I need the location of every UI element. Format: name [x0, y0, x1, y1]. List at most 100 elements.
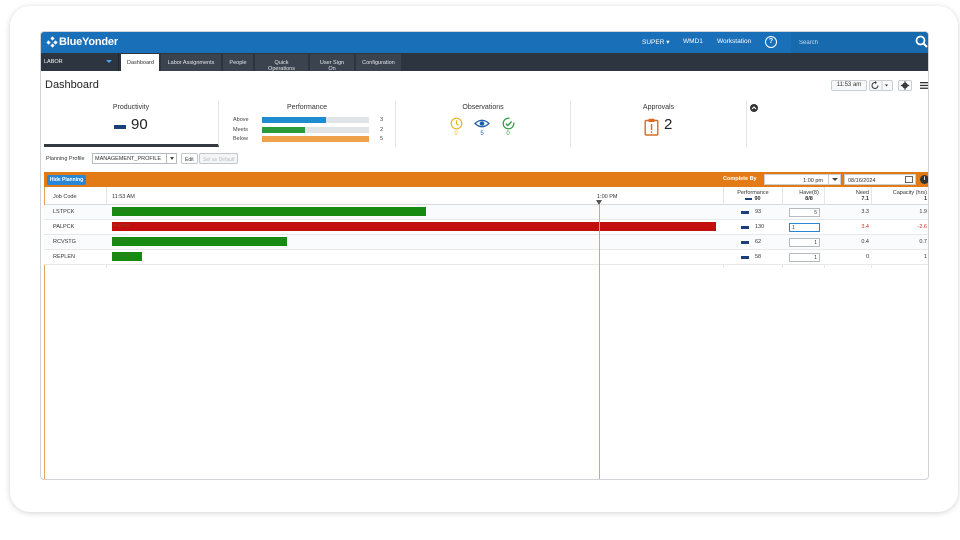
workload-bar-label: PALPCK — [113, 223, 131, 228]
help-icon[interactable]: ? — [765, 36, 777, 48]
kpi-row: Productivity 90 Performance Above 3 Meets 2… — [44, 101, 928, 147]
top-bar: BlueYonder SUPER ▾ WMD1 Workstation ? — [41, 32, 928, 53]
hide-planning-button[interactable]: Hide Planning — [47, 174, 86, 185]
performance-title: Performance — [286, 104, 328, 111]
module-select[interactable]: LABOR — [41, 53, 119, 71]
search-input[interactable] — [799, 37, 899, 48]
performance-row-below[interactable]: Below 5 — [233, 136, 393, 143]
have-input[interactable]: 1 — [789, 223, 820, 232]
performance-trend-icon — [741, 226, 749, 229]
menu-button[interactable] — [917, 80, 928, 91]
have-input[interactable]: 1 — [789, 253, 820, 262]
performance-trend-icon — [741, 211, 749, 214]
table-row[interactable]: RCVSTG RCVSTG 62 1 0.4 0.7 — [44, 235, 928, 250]
performance-cell: 58 — [755, 254, 762, 260]
have-input[interactable]: 5 — [789, 208, 820, 217]
refresh-icon — [871, 81, 888, 90]
have-header-total: 8/8 — [805, 196, 813, 202]
search-icon[interactable] — [915, 35, 928, 48]
capacity-cell: -2.6 — [917, 224, 927, 230]
capacity-cell: 1.9 — [919, 209, 927, 215]
performance-row-above[interactable]: Above 3 — [233, 117, 393, 124]
productivity-value: 90 — [131, 116, 148, 133]
settings-button[interactable] — [898, 80, 912, 91]
tab-quick-operations[interactable]: Quick Operations — [255, 54, 308, 72]
workload-bar[interactable]: RCVSTG — [112, 237, 288, 246]
tab-user-sign-on[interactable]: User Sign On — [310, 54, 354, 72]
approvals-panel[interactable]: Approvals 2 — [571, 101, 747, 147]
performance-header-label: Performance — [737, 190, 769, 196]
need-cell: 0.4 — [861, 239, 869, 245]
observation-eye[interactable]: 5 — [474, 117, 490, 137]
tab-people[interactable]: People — [223, 54, 253, 71]
capacity-header[interactable]: Capacity (hrs) 1 — [884, 190, 927, 202]
set-default-button[interactable]: Set as Default — [199, 153, 239, 164]
collapse-kpis-button[interactable] — [750, 104, 758, 112]
timeline-mid-label: 1:00 PM — [597, 194, 618, 200]
table-row[interactable]: PALPCK PALPCK 130 1 3.4 -2.6 — [44, 220, 928, 235]
productivity-title: Productivity — [112, 104, 150, 111]
table-row[interactable]: LSTPCK LSTPCK 93 5 3.3 1.9 — [44, 205, 928, 220]
complete-time-select[interactable]: 1:00 pm — [764, 174, 841, 185]
performance-panel[interactable]: Performance Above 3 Meets 2 Below 5 — [219, 101, 396, 147]
complete-by-line — [599, 205, 600, 479]
observation-check[interactable]: 0 — [500, 117, 516, 137]
observation-check-count: 0 — [506, 131, 510, 137]
search-box — [791, 32, 928, 53]
complete-date-value: 08/16/2024 — [848, 177, 876, 184]
need-cell: 0 — [865, 254, 869, 260]
workload-bar[interactable]: REPLEN — [112, 252, 143, 261]
current-time: 11:53 am — [831, 80, 867, 91]
need-header[interactable]: Need 7.1 — [850, 190, 869, 202]
performance-bar-fill — [262, 136, 369, 142]
grid-body: LSTPCK LSTPCK 93 5 3.3 1.9 PALPCK PALPCK 130 1 3.4… — [41, 205, 928, 265]
workload-bar[interactable]: PALPCK — [112, 222, 716, 231]
site-menu[interactable]: WMD1 — [683, 38, 703, 45]
check-circle-icon — [502, 117, 514, 130]
refresh-button[interactable] — [869, 80, 893, 91]
edit-profile-button[interactable]: Edit — [181, 153, 198, 164]
brand-logo[interactable]: BlueYonder — [46, 36, 118, 48]
performance-header[interactable]: Performance 90 — [735, 190, 771, 202]
productivity-trend-icon — [114, 125, 126, 129]
eye-icon — [474, 119, 490, 128]
productivity-panel[interactable]: Productivity 90 — [44, 101, 219, 147]
performance-bar-fill — [262, 126, 305, 133]
performance-cell: 130 — [755, 224, 765, 230]
need-header-label: Need — [855, 190, 869, 196]
job-code-header[interactable]: Job Code — [53, 194, 77, 200]
have-header[interactable]: Have(8) 8/8 — [792, 190, 826, 202]
table-row[interactable]: REPLEN REPLEN 58 1 0 1 — [44, 250, 928, 265]
workload-bar[interactable]: LSTPCK — [112, 207, 427, 216]
performance-row-meets[interactable]: Meets 2 — [233, 126, 393, 134]
complete-time-value: 1:00 pm — [803, 177, 823, 184]
clipboard-alert-icon — [644, 118, 659, 136]
workload-bar-label: LSTPCK — [113, 208, 131, 213]
page-title: Dashboard — [45, 79, 99, 91]
tab-labor-assignments[interactable]: Labor Assignments — [161, 54, 221, 71]
user-menu[interactable]: SUPER ▾ — [642, 39, 670, 46]
observations-panel[interactable]: Observations 0 5 0 — [396, 101, 571, 147]
performance-bar — [262, 136, 369, 142]
performance-row-count: 2 — [380, 126, 384, 133]
have-input[interactable]: 1 — [789, 238, 820, 247]
performance-row-label: Above — [233, 117, 249, 123]
tab-dashboard[interactable]: Dashboard — [121, 54, 159, 71]
info-icon[interactable]: i — [920, 175, 928, 184]
calendar-icon[interactable] — [905, 176, 913, 183]
planning-profile-select[interactable]: MANAGEMENT_PROFILE — [92, 153, 177, 164]
performance-row-label: Meets — [233, 126, 248, 133]
tab-configuration[interactable]: Configuration — [356, 54, 401, 71]
planning-profile-value: MANAGEMENT_PROFILE — [95, 156, 162, 162]
module-select-label: LABOR — [44, 59, 63, 65]
complete-by-marker[interactable] — [596, 200, 602, 205]
complete-date-input[interactable]: 08/16/2024 — [844, 174, 916, 185]
planning-edge — [44, 187, 45, 479]
observation-clock[interactable]: 0 — [448, 117, 464, 137]
planning-profile-label: Planning Profile — [46, 156, 85, 162]
need-cell: 3.4 — [861, 224, 869, 230]
job-code-cell: PALPCK — [53, 224, 75, 230]
workstation-menu[interactable]: Workstation — [717, 38, 752, 45]
performance-trend-icon — [741, 256, 749, 259]
capacity-cell: 0.7 — [919, 239, 927, 245]
